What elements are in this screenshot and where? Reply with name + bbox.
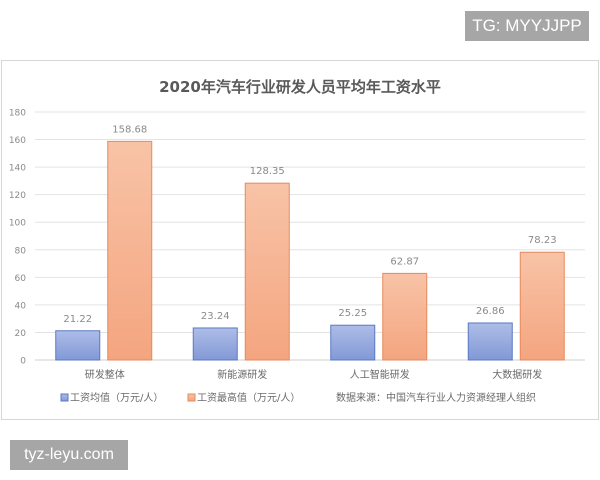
y-tick-label: 180 (9, 109, 26, 119)
y-tick-label: 60 (15, 274, 27, 284)
bar-max (107, 140, 153, 361)
x-category-label: 人工智能研发 (350, 368, 410, 381)
legend-swatch-max (187, 393, 196, 402)
data-label: 21.22 (63, 314, 92, 325)
bar-avg (192, 327, 238, 361)
data-label: 23.24 (201, 311, 230, 322)
bar-max (382, 272, 428, 361)
x-category-label: 研发整体 (85, 368, 125, 381)
bar-max (244, 182, 290, 361)
y-tick-label: 160 (9, 136, 26, 146)
y-tick-label: 80 (15, 246, 27, 256)
chart-title: 2020年汽车行业研发人员平均年工资水平 (159, 78, 441, 96)
bar-avg (467, 322, 513, 361)
watermark-site: tyz-leyu.com (10, 440, 128, 470)
data-label: 26.86 (476, 306, 505, 317)
data-label: 78.23 (528, 235, 557, 246)
legend-label-avg: 工资均值（万元/人） (70, 391, 163, 404)
bar-avg (55, 330, 101, 361)
source-note: 数据来源：中国汽车行业人力资源经理人组织 (336, 391, 536, 404)
x-category-label: 大数据研发 (492, 368, 542, 381)
legend-swatch-avg (60, 393, 69, 402)
bar-max (519, 251, 565, 361)
data-label: 158.68 (112, 124, 147, 135)
bar-avg (330, 324, 376, 361)
watermark-tg: TG: MYYJJPP (465, 11, 589, 41)
data-label: 62.87 (390, 256, 419, 267)
data-label: 128.35 (250, 166, 285, 177)
y-tick-label: 140 (9, 164, 26, 174)
y-tick-label: 100 (9, 219, 26, 229)
data-label: 25.25 (338, 308, 367, 319)
y-tick-label: 20 (15, 329, 27, 339)
y-tick-label: 40 (15, 301, 27, 311)
x-category-label: 新能源研发 (217, 368, 267, 381)
y-tick-label: 120 (9, 191, 26, 201)
legend-label-max: 工资最高值（万元/人） (197, 391, 300, 404)
y-tick-label: 0 (20, 357, 26, 367)
